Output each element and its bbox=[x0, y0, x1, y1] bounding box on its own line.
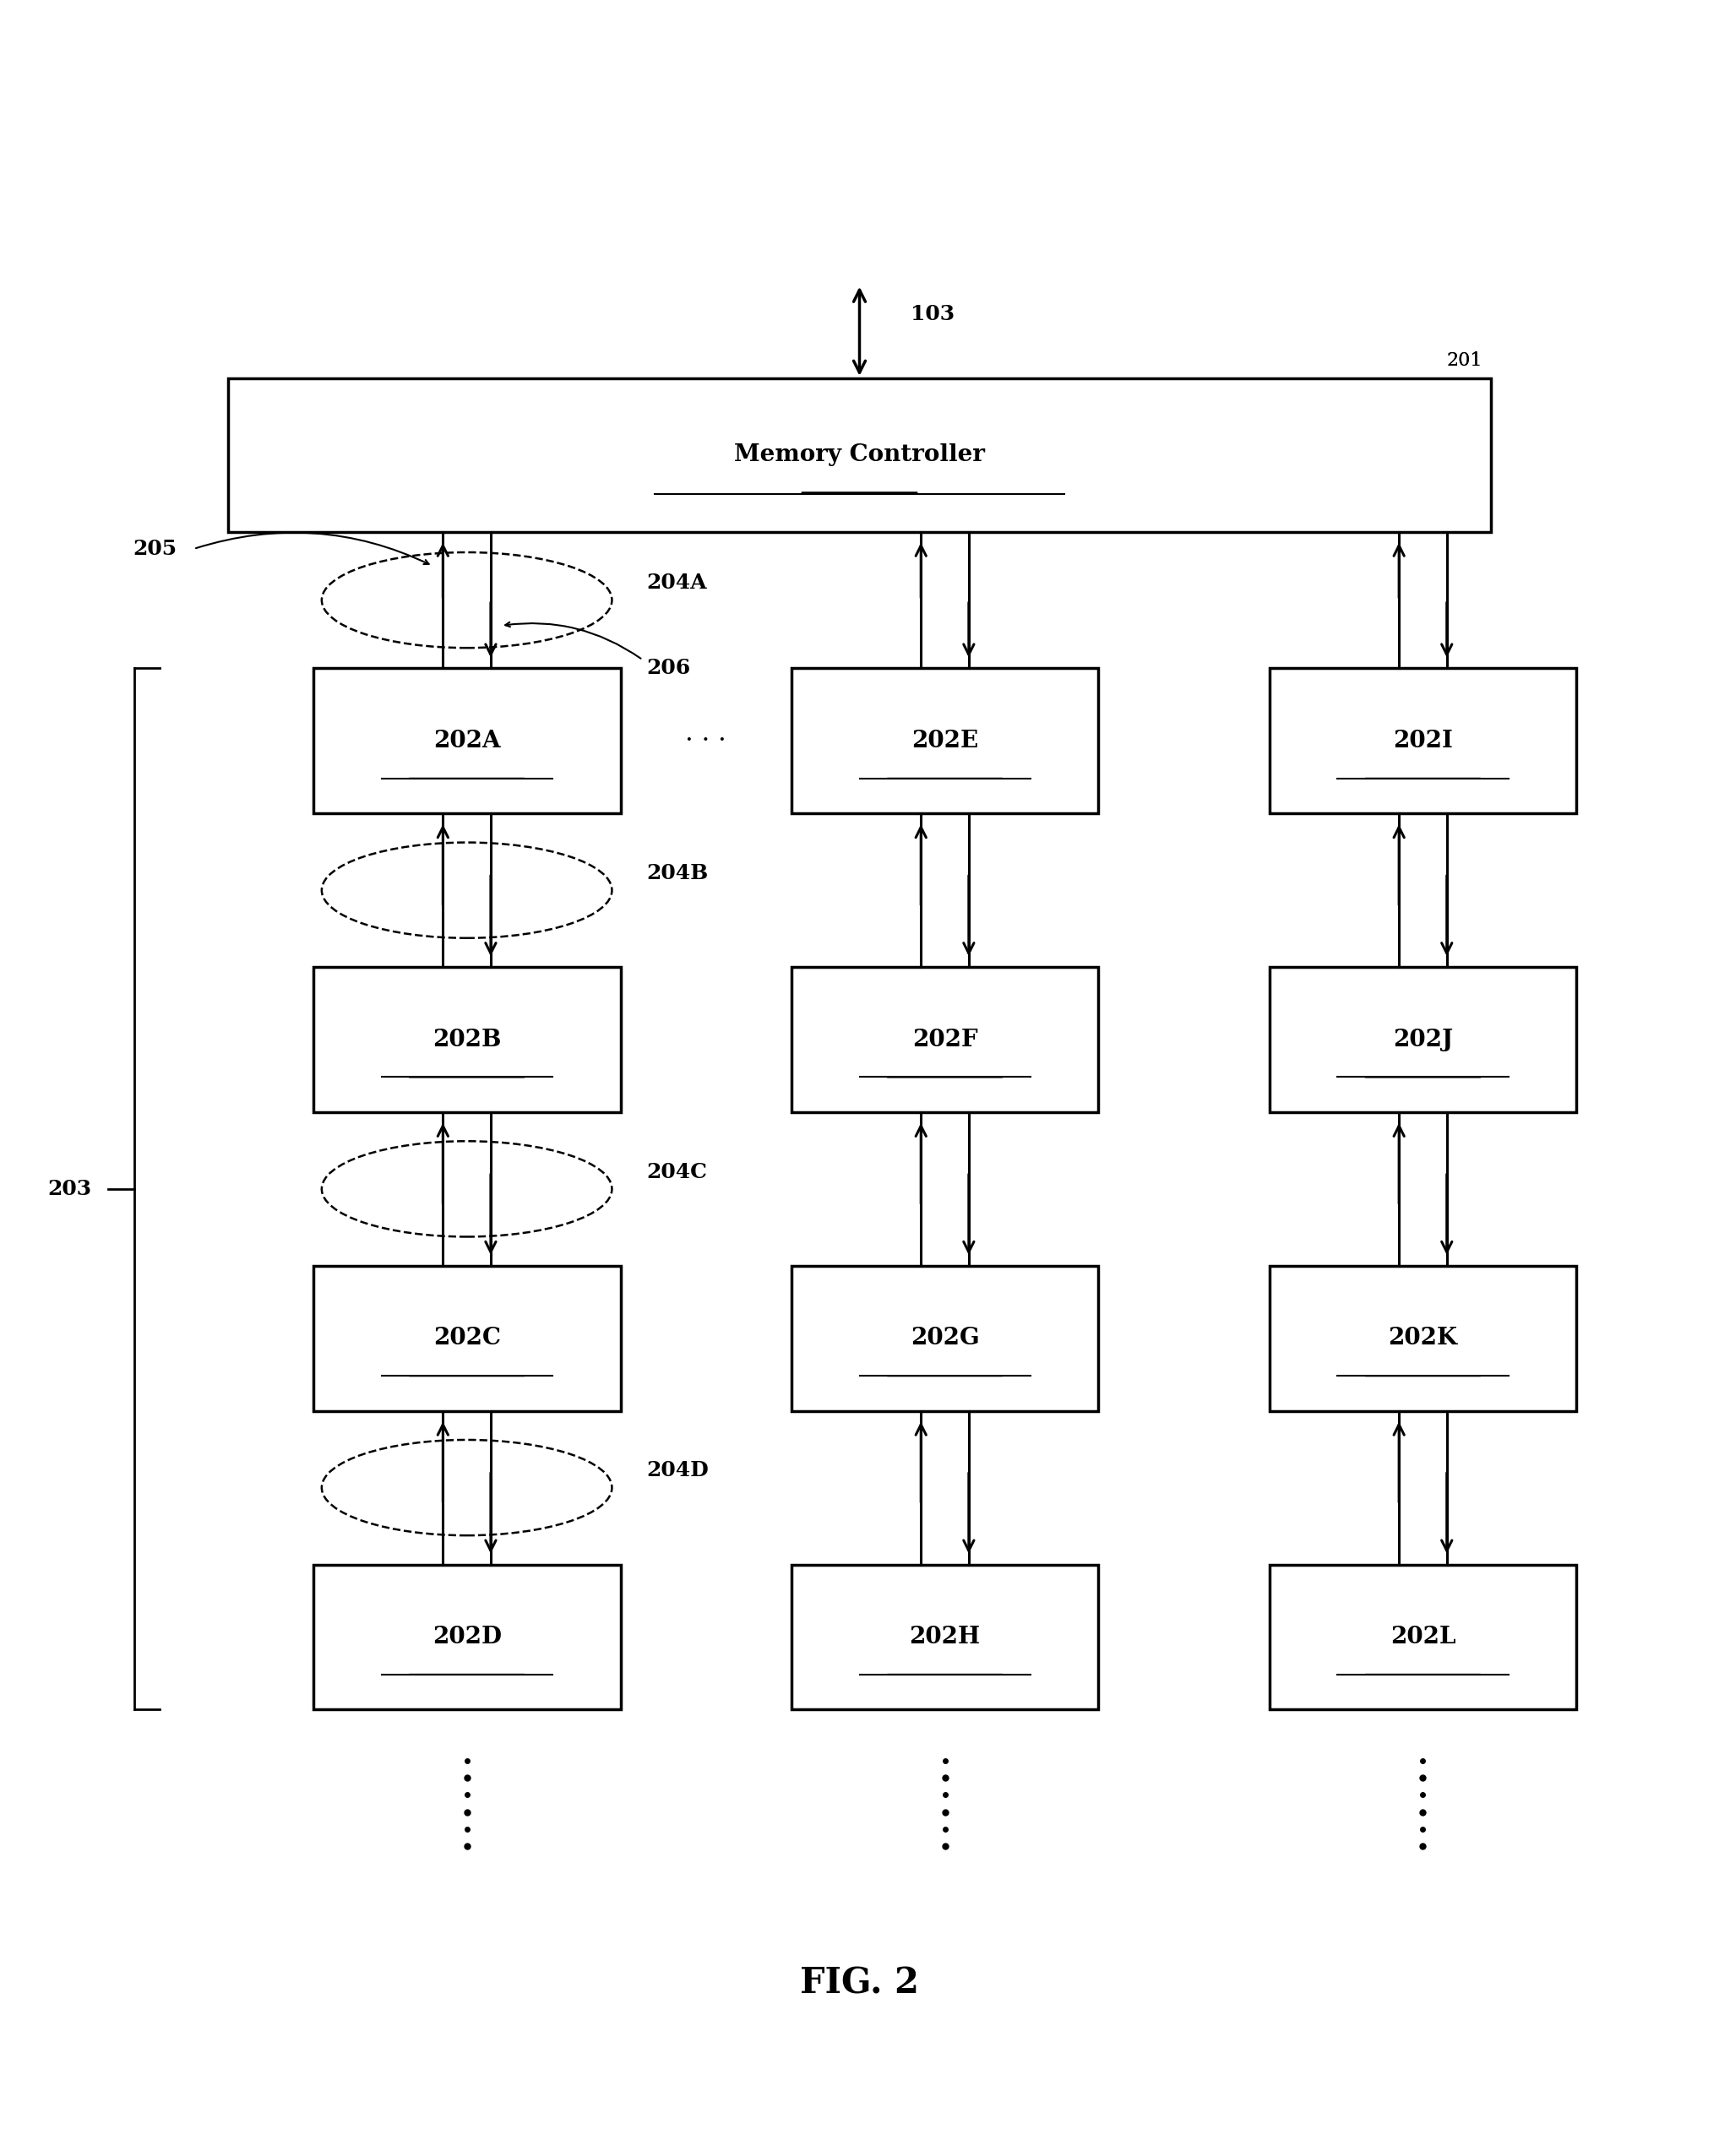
Text: 204B: 204B bbox=[646, 862, 708, 884]
Text: 201: 201 bbox=[1447, 351, 1483, 369]
Bar bbox=[313, 668, 621, 813]
Bar bbox=[229, 377, 1490, 533]
Text: 202I: 202I bbox=[1392, 729, 1453, 752]
Text: 204D: 204D bbox=[646, 1460, 708, 1481]
Bar bbox=[1269, 1266, 1576, 1410]
Bar bbox=[791, 968, 1098, 1112]
Text: 202G: 202G bbox=[911, 1326, 980, 1350]
Bar bbox=[313, 1565, 621, 1710]
Text: 202C: 202C bbox=[433, 1326, 500, 1350]
Text: 202K: 202K bbox=[1389, 1326, 1458, 1350]
Bar bbox=[313, 968, 621, 1112]
Bar bbox=[313, 1266, 621, 1410]
Text: 201: 201 bbox=[1447, 351, 1483, 369]
Text: 205: 205 bbox=[132, 539, 177, 558]
Text: 202J: 202J bbox=[1392, 1028, 1453, 1050]
Text: 206: 206 bbox=[646, 658, 689, 679]
Text: 204C: 204C bbox=[646, 1162, 707, 1181]
Text: 202B: 202B bbox=[433, 1028, 502, 1050]
Text: 202E: 202E bbox=[911, 729, 978, 752]
Text: 202F: 202F bbox=[913, 1028, 978, 1050]
Text: 202D: 202D bbox=[431, 1626, 502, 1649]
Bar bbox=[1269, 668, 1576, 813]
Bar bbox=[1269, 1565, 1576, 1710]
Text: · · ·: · · · bbox=[686, 729, 727, 755]
Bar bbox=[1269, 968, 1576, 1112]
Text: 203: 203 bbox=[46, 1179, 91, 1199]
Bar bbox=[791, 1266, 1098, 1410]
Bar bbox=[791, 668, 1098, 813]
Text: 103: 103 bbox=[911, 304, 954, 323]
Text: Memory Controller: Memory Controller bbox=[734, 444, 985, 466]
Text: 202L: 202L bbox=[1391, 1626, 1456, 1649]
Bar bbox=[791, 1565, 1098, 1710]
Text: 202H: 202H bbox=[909, 1626, 980, 1649]
Text: FIG. 2: FIG. 2 bbox=[799, 1966, 920, 2001]
Text: 204A: 204A bbox=[646, 573, 707, 593]
Text: 202A: 202A bbox=[433, 729, 500, 752]
